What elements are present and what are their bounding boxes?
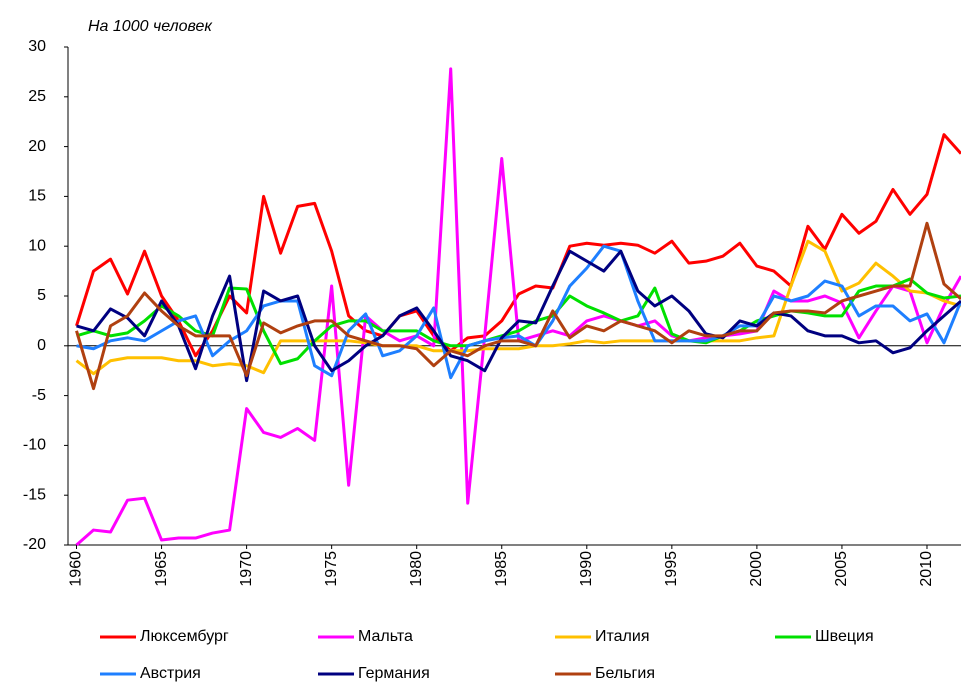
legend-label: Мальта — [358, 628, 413, 645]
y-tick-label: -15 — [23, 486, 46, 503]
y-tick-label: 0 — [37, 337, 46, 354]
x-tick-label: 2010 — [918, 551, 935, 587]
x-tick-label: 1980 — [408, 551, 425, 587]
legend-label: Швеция — [815, 628, 874, 645]
series-line — [76, 244, 961, 380]
legend-label: Германия — [358, 665, 430, 682]
series-line — [75, 221, 961, 391]
y-tick-label: 5 — [37, 287, 46, 304]
y-tick-label: -5 — [32, 387, 46, 404]
legend-label: Австрия — [140, 665, 201, 682]
y-tick-label: 30 — [28, 38, 46, 55]
x-tick-label: 1960 — [68, 551, 85, 587]
x-tick-label: 1965 — [153, 551, 170, 587]
plot-area — [75, 67, 961, 547]
legend-label: Бельгия — [595, 665, 655, 682]
x-tick-label: 1970 — [238, 551, 255, 587]
x-tick-label: 1975 — [323, 551, 340, 587]
legend-label: Люксембург — [140, 628, 229, 645]
series-line — [75, 67, 961, 547]
y-tick-label: 20 — [28, 138, 46, 155]
chart-title: На 1000 человек — [88, 18, 213, 35]
series-line — [76, 249, 961, 383]
x-tick-label: 1990 — [578, 551, 595, 587]
series-line — [76, 277, 961, 366]
y-tick-label: -20 — [23, 536, 46, 553]
y-tick-label: 25 — [28, 88, 46, 105]
y-tick-label: -10 — [23, 437, 46, 454]
x-tick-label: 2005 — [833, 551, 850, 587]
x-tick-label: 1995 — [663, 551, 680, 587]
legend-label: Италия — [595, 628, 649, 645]
x-tick-label: 1985 — [493, 551, 510, 587]
y-tick-label: 10 — [28, 237, 46, 254]
series-line — [75, 239, 961, 376]
y-tick-label: 15 — [28, 188, 46, 205]
x-tick-label: 2000 — [748, 551, 765, 587]
